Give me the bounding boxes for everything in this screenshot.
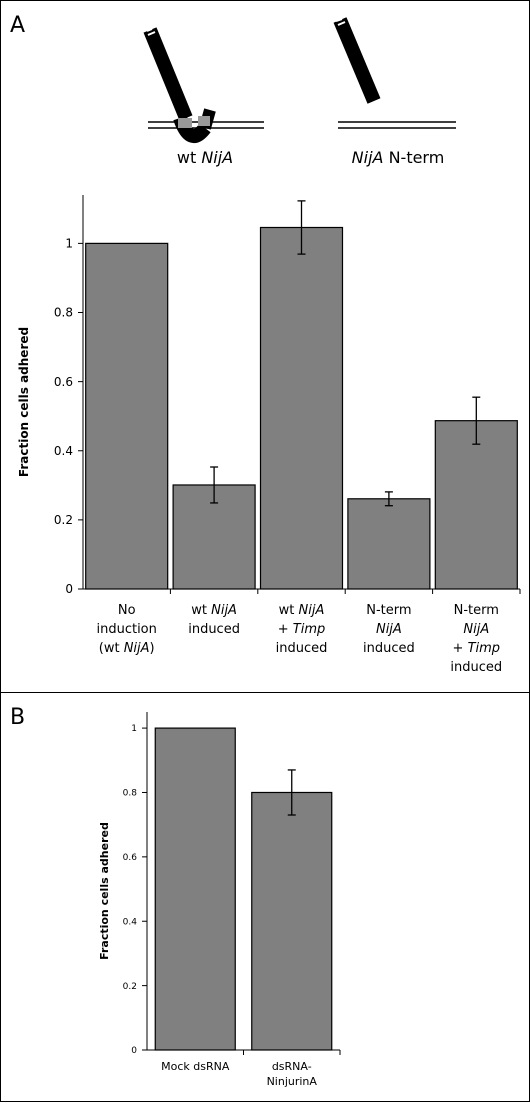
x-tick-label: induced — [450, 660, 502, 675]
diagram-wt — [143, 27, 264, 143]
text-run: Mock dsRNA — [161, 1060, 230, 1073]
text-run: NinjurinA — [267, 1075, 318, 1088]
text-run-italic: NijA — [376, 622, 402, 637]
text-run-italic: Timp — [468, 641, 500, 656]
text-run-italic: NijA — [299, 603, 325, 618]
x-tick-label: Mock dsRNA — [161, 1060, 230, 1073]
y-tick-label: 0.4 — [123, 917, 138, 927]
diagram-label: NijA N-term — [352, 148, 445, 167]
x-tick-label: N-term — [454, 603, 499, 618]
text-run-italic: NijA — [352, 148, 384, 167]
text-run: + — [278, 622, 293, 637]
x-tick-label: NijA — [376, 622, 402, 637]
bar — [347, 498, 431, 590]
x-tick-label: induced — [276, 641, 328, 656]
text-run: N-term — [366, 603, 411, 618]
x-tick-label: wt NijA — [279, 603, 325, 618]
diagram-nterm — [333, 17, 456, 129]
bar — [251, 791, 333, 1051]
x-tick-label: N-term — [366, 603, 411, 618]
text-run: wt — [191, 603, 211, 618]
text-run-italic: Timp — [293, 622, 325, 637]
text-run-italic: NijA — [211, 603, 237, 618]
text-run-italic: NijA — [201, 148, 233, 167]
text-run-italic: NijA — [124, 641, 150, 656]
y-tick-label: 0 — [65, 582, 73, 596]
y-tick-label: 0.8 — [123, 789, 138, 799]
diagram-label: wt NijA — [177, 148, 233, 167]
text-run: induction — [96, 622, 156, 637]
bar — [259, 226, 344, 590]
text-run-italic: NijA — [463, 622, 489, 637]
text-run: + — [453, 641, 468, 656]
x-tick-label: + Timp — [453, 641, 501, 656]
bar — [154, 727, 236, 1051]
panel-label: B — [10, 705, 25, 730]
y-tick-label: 0.4 — [54, 444, 73, 458]
text-run: induced — [363, 641, 415, 656]
x-tick-label: dsRNA- — [272, 1060, 312, 1073]
text-run: induced — [450, 660, 502, 675]
x-tick-label: NijA — [463, 622, 489, 637]
y-tick-label: 0.8 — [54, 306, 73, 320]
y-tick-label: 0.2 — [123, 982, 137, 992]
text-run: induced — [276, 641, 328, 656]
text-run: ) — [150, 641, 155, 656]
text-run: dsRNA- — [272, 1060, 312, 1073]
y-tick-label: 0 — [131, 1046, 137, 1056]
y-tick-label: 0.6 — [123, 853, 138, 863]
bar — [434, 420, 518, 590]
x-tick-label: induction — [96, 622, 156, 637]
bar — [85, 242, 169, 590]
text-run: induced — [188, 622, 240, 637]
x-tick-label: wt NijA — [191, 603, 237, 618]
x-tick-label: No — [118, 603, 136, 618]
y-axis-title: Fraction cells adhered — [17, 327, 31, 477]
text-run: wt — [279, 603, 299, 618]
text-run: N-term — [383, 148, 444, 167]
y-tick-label: 1 — [65, 237, 73, 251]
x-tick-label: (wt NijA) — [99, 641, 155, 656]
x-tick-label: NinjurinA — [267, 1075, 318, 1088]
panel-label: A — [10, 13, 25, 38]
text-run: N-term — [454, 603, 499, 618]
y-tick-label: 0.6 — [54, 375, 73, 389]
x-tick-label: induced — [188, 622, 240, 637]
text-run: (wt — [99, 641, 124, 656]
x-tick-label: + Timp — [278, 622, 326, 637]
y-tick-label: 0.2 — [54, 513, 73, 527]
y-tick-label: 1 — [131, 724, 137, 734]
y-axis-title: Fraction cells adhered — [98, 822, 111, 960]
x-tick-label: induced — [363, 641, 415, 656]
text-run: No — [118, 603, 136, 618]
text-run: wt — [177, 148, 201, 167]
